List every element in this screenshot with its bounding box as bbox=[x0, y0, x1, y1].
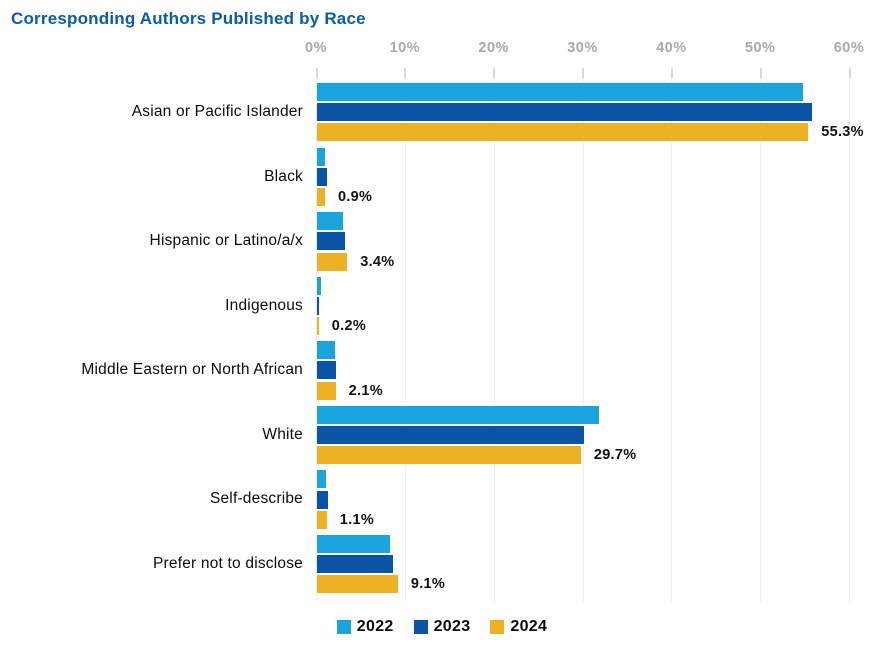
bar-2023 bbox=[317, 490, 328, 509]
bar-2022 bbox=[317, 405, 600, 424]
bar-2024 bbox=[317, 510, 327, 529]
legend-label: 2022 bbox=[356, 618, 394, 635]
legend-label: 2023 bbox=[433, 618, 471, 635]
bar-2024 bbox=[317, 381, 336, 400]
gridline bbox=[316, 68, 317, 602]
chart-legend: 2022 2023 2024 bbox=[0, 618, 884, 636]
bar-2024 bbox=[317, 252, 348, 271]
category-label: Black bbox=[264, 167, 303, 185]
bar-2023 bbox=[317, 167, 327, 186]
value-label: 55.3% bbox=[821, 124, 864, 141]
axis-tick-mark bbox=[848, 68, 851, 78]
bar-2022 bbox=[317, 341, 335, 360]
chart-title: Corresponding Authors Published by Race bbox=[11, 9, 366, 28]
category-label: Self-describe bbox=[209, 490, 303, 508]
bar-2023 bbox=[317, 103, 812, 122]
bar-2022 bbox=[317, 83, 803, 101]
value-label: 1.1% bbox=[339, 511, 375, 528]
category-label: Prefer not to disclose bbox=[152, 554, 303, 572]
gridline bbox=[493, 68, 495, 602]
x-axis-tick-label: 10% bbox=[389, 40, 421, 56]
axis-tick-mark bbox=[315, 68, 318, 78]
bar-2024 bbox=[317, 317, 319, 336]
category-label: Hispanic or Latino/a/x bbox=[149, 232, 303, 250]
legend-item-2023: 2023 bbox=[413, 618, 471, 636]
legend-swatch-icon bbox=[490, 620, 505, 634]
x-axis-tick-label: 60% bbox=[833, 40, 865, 56]
legend-item-2024: 2024 bbox=[490, 618, 547, 636]
gridline bbox=[582, 68, 584, 602]
x-axis-tick-label: 0% bbox=[305, 40, 327, 56]
axis-tick-mark bbox=[670, 68, 673, 78]
legend-label: 2024 bbox=[510, 618, 548, 635]
x-axis-tick-label: 40% bbox=[656, 40, 687, 56]
axis-tick-mark bbox=[582, 68, 584, 78]
category-label: Asian or Pacific Islander bbox=[131, 103, 303, 120]
category-label: Middle Eastern or North African bbox=[81, 361, 303, 379]
value-label: 3.4% bbox=[360, 253, 395, 270]
axis-tick-mark bbox=[493, 68, 496, 78]
gridline bbox=[671, 68, 673, 602]
gridline bbox=[849, 68, 850, 602]
bar-2023 bbox=[317, 361, 336, 380]
bar-2023 bbox=[317, 232, 345, 251]
axis-tick-mark bbox=[759, 68, 762, 78]
bar-2022 bbox=[317, 276, 321, 295]
bar-2023 bbox=[317, 296, 319, 315]
bar-2022 bbox=[317, 147, 325, 166]
category-label: Indigenous bbox=[225, 296, 303, 314]
value-label: 0.2% bbox=[331, 318, 367, 335]
gridline bbox=[404, 68, 406, 602]
bar-2024 bbox=[317, 575, 398, 594]
bar-2024 bbox=[317, 187, 325, 206]
x-axis-tick-label: 30% bbox=[567, 40, 598, 56]
value-label: 2.1% bbox=[348, 382, 383, 399]
bar-2024 bbox=[317, 123, 809, 142]
bar-2023 bbox=[317, 426, 584, 445]
gridline bbox=[760, 68, 762, 602]
x-axis-tick-label: 20% bbox=[478, 40, 509, 56]
bar-2022 bbox=[317, 212, 343, 231]
bar-2022 bbox=[317, 470, 326, 489]
legend-swatch-icon bbox=[413, 620, 428, 634]
value-label: 0.9% bbox=[337, 188, 373, 205]
category-label: White bbox=[262, 425, 303, 443]
legend-item-2022: 2022 bbox=[336, 618, 394, 636]
x-axis-tick-label: 50% bbox=[744, 40, 776, 56]
bar-2022 bbox=[317, 534, 390, 553]
bar-2024 bbox=[317, 446, 581, 465]
legend-swatch-icon bbox=[336, 620, 351, 634]
value-label: 29.7% bbox=[593, 447, 637, 464]
axis-tick-mark bbox=[404, 68, 407, 78]
bar-2023 bbox=[317, 555, 394, 574]
value-label: 9.1% bbox=[410, 576, 446, 593]
